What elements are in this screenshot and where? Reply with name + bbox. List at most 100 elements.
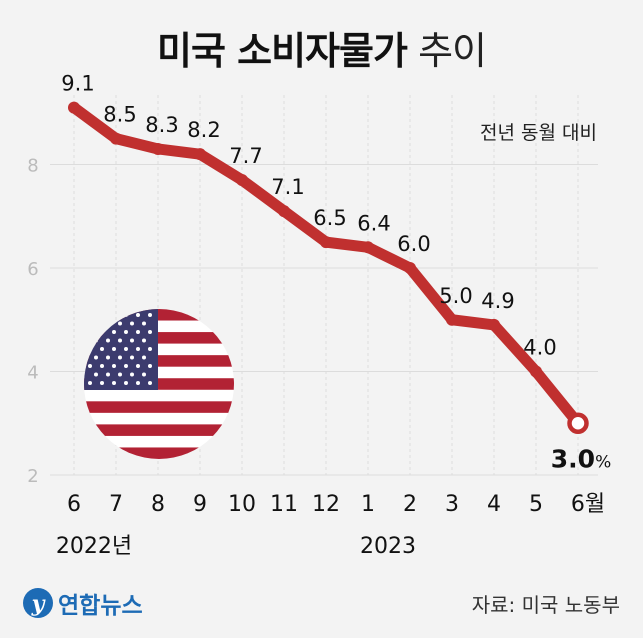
flag-star [106,338,110,343]
title-sub: 추이 [418,29,487,73]
data-point [362,241,374,254]
flag-star [142,372,146,377]
data-labels: 9.1 8.5 8.3 8.2 7.7 7.1 6.5 6.4 6.0 5.0 4.9 4.0 3.0% [61,72,611,474]
grid [50,95,598,476]
flag-star [100,347,104,351]
x-tick-label: 11 [270,492,298,517]
flag-star [94,355,98,360]
y-tick-label: 6 [27,259,38,280]
flag-star [112,347,116,351]
flag-stripe [84,320,234,333]
flag-star [148,364,152,368]
x-tick-label: 3 [445,492,459,517]
x-tick-label: 7 [109,492,123,517]
x-tick-label: 1 [361,492,375,517]
flag-star [148,330,152,334]
flag-stripe [84,424,234,437]
x-tick-label: 2 [403,492,417,517]
data-label: 6.5 [313,206,346,230]
data-label: 7.1 [271,175,304,199]
year-label: 2022년 [56,534,132,559]
flag-star [136,330,140,334]
flag-star [112,364,116,368]
flag-star [148,313,152,317]
x-tick-label: 6월 [571,492,605,517]
year-labels: 2022년 2023 [56,534,416,559]
flag-stripe [84,355,234,367]
data-point [110,132,122,145]
x-tick-label: 4 [487,492,501,517]
x-tick-label: 8 [151,492,165,517]
flag-star [88,313,92,317]
data-point [488,318,500,331]
flag-star [112,313,116,317]
flag-star [106,321,110,326]
flag-star [130,372,134,377]
data-label: 8.3 [145,113,178,137]
year-label: 2023 [360,534,416,559]
flag-stripe [84,343,234,356]
flag-star [118,355,122,360]
flag-star [106,372,110,377]
data-point [530,365,542,378]
title-main: 미국 소비자물가 [157,29,408,73]
flag-star [94,338,98,343]
data-point [278,205,290,218]
data-point-last [567,412,589,434]
flag-star [88,330,92,334]
data-label: 8.2 [187,118,220,142]
flag-star [118,338,122,343]
yonhap-logo-icon [23,588,53,618]
data-label-unit: % [595,452,611,472]
flag-star [100,330,104,334]
flag-star [124,347,128,351]
data-label: 4.9 [481,289,514,313]
flag-star [112,381,116,385]
flag-star [142,321,146,326]
flag-stripe [84,401,234,414]
flag-stripe [84,378,234,391]
x-tick-label: 5 [529,492,543,517]
flag-star [100,313,104,317]
flag-star [124,364,128,368]
data-label: 9.1 [61,72,94,96]
yonhap-logo: y 연합뉴스 [23,588,143,619]
flag-stripe [84,435,234,448]
flag-star [130,355,134,360]
flag-star [94,321,98,326]
flag-star [148,381,152,385]
data-point [446,313,458,326]
flag-star [142,355,146,360]
flag-star [88,347,92,351]
logo-text: 연합뉴스 [58,593,143,619]
us-flag-icon [84,309,234,459]
y-tick-label: 4 [27,363,38,384]
x-tick-label: 10 [228,492,256,517]
flag-stripe [84,366,234,379]
flag-stripe [84,412,234,425]
y-tick-label: 2 [27,466,38,487]
flag-star [136,381,140,385]
y-tick-label: 8 [27,156,38,177]
data-point [404,262,416,274]
flag-stripe [84,309,234,321]
flag-star [130,321,134,326]
yonhap-logo-glyph: y [31,591,47,617]
source-text: 자료: 미국 노동부 [472,593,620,617]
data-point [236,174,248,187]
data-points [68,101,589,434]
flag-star [130,338,134,343]
flag-stripe [84,332,234,344]
flag-stripe [84,447,234,459]
x-tick-label: 12 [312,492,340,517]
x-tick-label: 9 [193,492,207,517]
data-point [152,142,164,155]
data-point [68,101,80,114]
flag-star [136,313,140,317]
flag-star [124,330,128,334]
flag-star [118,321,122,326]
flag-stripe [84,389,234,402]
x-tick-label: 6 [67,492,81,517]
data-label: 5.0 [439,284,472,308]
